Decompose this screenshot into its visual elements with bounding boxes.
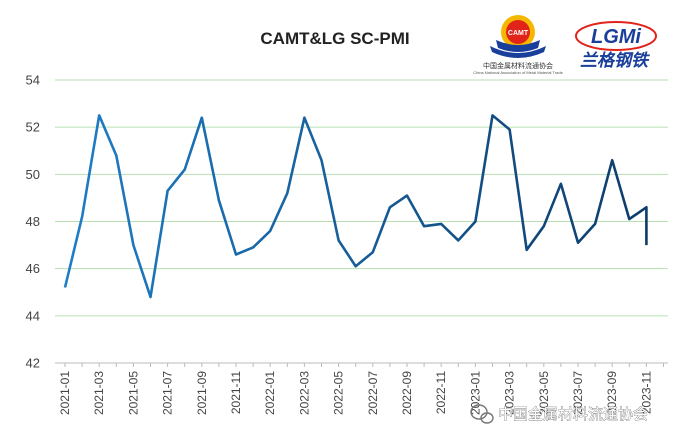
data-point bbox=[543, 225, 545, 227]
data-point bbox=[594, 223, 596, 225]
x-axis: 2021-01 2021-03 2021-05 2021-07 2021-09 2021-… bbox=[58, 363, 664, 415]
data-point bbox=[440, 223, 442, 225]
x-tick-label: 2023-03 bbox=[503, 371, 517, 415]
data-point bbox=[167, 190, 169, 192]
x-tick-label: 2022-09 bbox=[400, 371, 414, 415]
data-point bbox=[98, 114, 100, 116]
x-tick-label: 2022-03 bbox=[297, 371, 311, 415]
y-tick-label: 46 bbox=[26, 261, 40, 276]
y-tick-label: 50 bbox=[26, 167, 40, 182]
data-point bbox=[611, 159, 613, 161]
data-point bbox=[355, 265, 357, 267]
data-point bbox=[81, 216, 83, 218]
data-point bbox=[628, 218, 630, 220]
data-point bbox=[218, 199, 220, 201]
camt-badge-text: CAMT bbox=[508, 30, 529, 37]
data-point bbox=[509, 129, 511, 131]
data-point bbox=[321, 159, 323, 161]
data-point bbox=[645, 206, 647, 208]
grid-lines bbox=[55, 79, 668, 317]
data-point bbox=[235, 254, 237, 256]
lgmi-caption: 兰格钢铁 bbox=[580, 51, 651, 71]
x-tick-label: 2023-05 bbox=[537, 371, 551, 415]
pmi-line bbox=[63, 114, 648, 299]
wechat-icon bbox=[470, 404, 494, 424]
data-point bbox=[269, 230, 271, 232]
x-tick-label: 2021-09 bbox=[195, 371, 209, 415]
data-point bbox=[474, 221, 476, 223]
series-line bbox=[63, 114, 648, 299]
data-point bbox=[286, 192, 288, 194]
data-point bbox=[645, 244, 647, 246]
data-point bbox=[423, 225, 425, 227]
x-tick-label: 2021-05 bbox=[126, 371, 140, 415]
x-tick-label: 2021-01 bbox=[58, 371, 72, 415]
data-point bbox=[64, 287, 66, 289]
data-point bbox=[457, 239, 459, 241]
data-point bbox=[338, 239, 340, 241]
y-tick-label: 48 bbox=[26, 214, 40, 229]
data-point bbox=[492, 114, 494, 116]
data-point bbox=[526, 249, 528, 251]
x-tick-label: 2023-11 bbox=[639, 371, 653, 414]
watermark: 中国金属材料流通协会 bbox=[470, 404, 648, 424]
camt-caption: 中国金属材料流通协会 bbox=[483, 61, 553, 70]
data-point bbox=[303, 117, 305, 119]
x-tick-label: 2022-01 bbox=[263, 371, 277, 415]
y-tick-label: 54 bbox=[26, 73, 40, 88]
y-axis: 42 44 46 48 50 52 54 bbox=[26, 73, 40, 371]
x-tick-label: 2023-09 bbox=[605, 371, 619, 415]
x-tick-label: 2023-07 bbox=[571, 371, 585, 415]
chart-title: CAMT&LG SC-PMI bbox=[260, 29, 409, 48]
y-tick-label: 44 bbox=[26, 308, 40, 323]
data-point bbox=[389, 206, 391, 208]
data-point bbox=[132, 244, 134, 246]
x-tick-label: 2021-07 bbox=[161, 371, 175, 415]
y-tick-label: 42 bbox=[26, 356, 40, 371]
x-tick-label: 2021-03 bbox=[92, 371, 106, 415]
x-tick-label: 2022-05 bbox=[332, 371, 346, 415]
data-point bbox=[577, 242, 579, 244]
camt-caption-en: China National Association of Metal Mate… bbox=[473, 70, 563, 75]
camt-sun-icon bbox=[490, 15, 546, 58]
data-point bbox=[252, 246, 254, 248]
data-point bbox=[150, 296, 152, 298]
data-point bbox=[560, 183, 562, 185]
data-point bbox=[115, 154, 117, 156]
data-point bbox=[201, 117, 203, 119]
lgmi-text: LGMi bbox=[591, 26, 641, 48]
lgmi-logo: LGMi 兰格钢铁 bbox=[575, 21, 657, 71]
y-tick-label: 52 bbox=[26, 120, 40, 135]
x-tick-label: 2021-11 bbox=[229, 371, 243, 414]
lgmi-swoosh-icon bbox=[575, 21, 657, 51]
data-point bbox=[406, 195, 408, 197]
x-tick-label: 2022-11 bbox=[434, 371, 448, 414]
x-tick-label: 2022-07 bbox=[366, 371, 380, 415]
x-tick-label: 2023-01 bbox=[468, 371, 482, 415]
data-point bbox=[184, 169, 186, 171]
data-point bbox=[372, 251, 374, 253]
camt-logo: CAMT 中国金属材料流通协会 China National Associati… bbox=[473, 15, 564, 75]
watermark-text: 中国金属材料流通协会 bbox=[498, 405, 648, 423]
